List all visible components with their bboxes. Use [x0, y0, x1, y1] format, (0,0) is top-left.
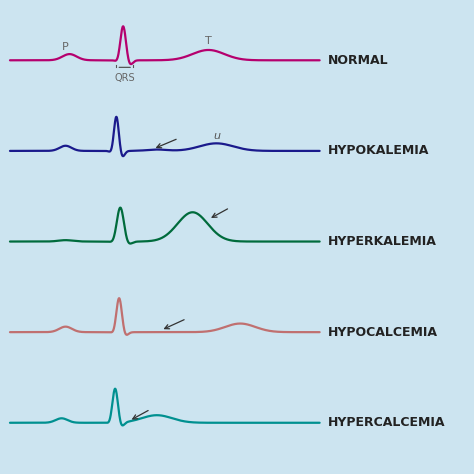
Text: HYPOKALEMIA: HYPOKALEMIA: [328, 145, 429, 157]
Text: HYPOCALCEMIA: HYPOCALCEMIA: [328, 326, 438, 338]
Text: HYPERKALEMIA: HYPERKALEMIA: [328, 235, 437, 248]
Text: P: P: [62, 42, 69, 52]
Text: HYPERCALCEMIA: HYPERCALCEMIA: [328, 416, 446, 429]
Text: QRS: QRS: [114, 73, 135, 83]
Text: T: T: [205, 36, 212, 46]
Text: u: u: [213, 131, 220, 141]
Text: NORMAL: NORMAL: [328, 54, 389, 67]
